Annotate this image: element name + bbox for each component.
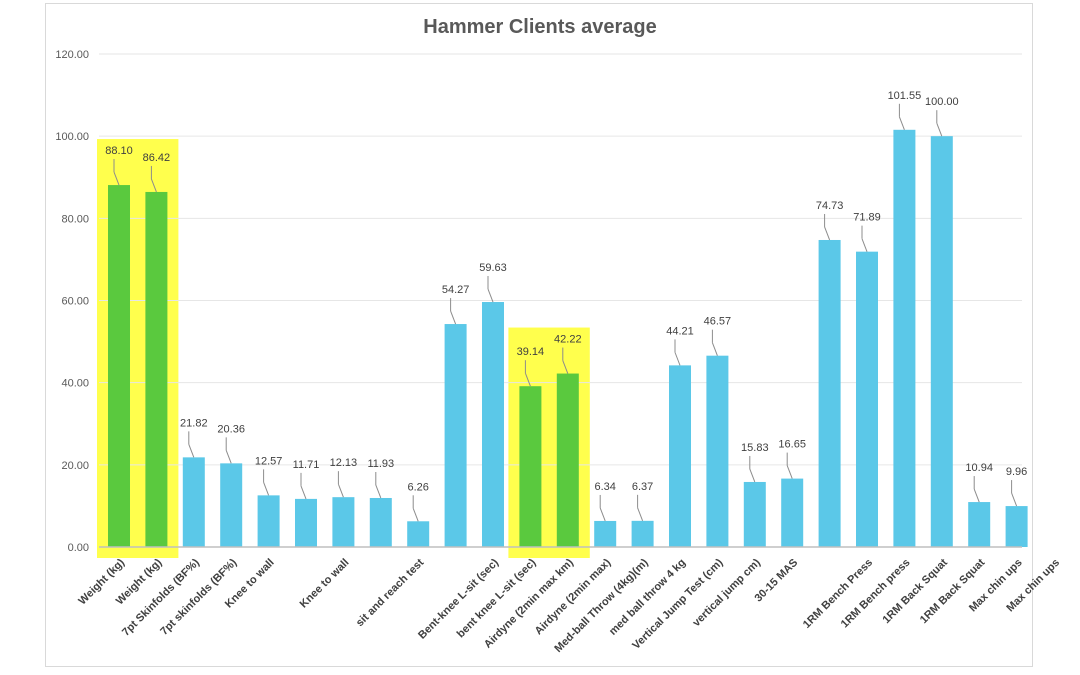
bar [295, 498, 317, 547]
bar [145, 191, 168, 548]
label-leader [861, 238, 868, 252]
label-leader [711, 342, 718, 356]
bar [444, 324, 467, 547]
label-leader [188, 444, 195, 458]
data-label: 6.34 [594, 481, 615, 493]
label-leader [412, 508, 419, 522]
data-label: 71.89 [853, 212, 881, 224]
label-leader [487, 288, 494, 303]
label-leader [113, 171, 120, 186]
data-label: 11.93 [367, 458, 394, 470]
chart-title: Hammer Clients average [423, 16, 656, 38]
x-tick-label: vertical jump cm) [690, 556, 763, 629]
data-label: 39.14 [517, 346, 545, 358]
data-label: 74.73 [816, 200, 844, 212]
bar [669, 365, 691, 547]
y-tick-label: 80.00 [61, 213, 89, 225]
data-label-leaders [113, 103, 1018, 522]
bar [332, 497, 355, 547]
bar [482, 302, 504, 547]
data-label: 59.63 [479, 262, 507, 274]
label-leader [973, 488, 980, 503]
bar [856, 251, 878, 547]
bar [631, 520, 654, 547]
data-label: 86.42 [143, 152, 171, 164]
bar [743, 481, 766, 547]
bar [407, 521, 430, 547]
label-leader [936, 122, 943, 137]
bar [930, 136, 953, 547]
bar [369, 497, 392, 547]
y-tick-label: 40.00 [61, 378, 89, 390]
data-label: 88.10 [105, 145, 133, 157]
x-tick-label: 1RM Bench Press [801, 557, 875, 631]
label-leader [150, 178, 157, 193]
data-label: 10.94 [965, 462, 993, 474]
data-label: 16.65 [778, 439, 806, 451]
data-label: 12.57 [255, 455, 283, 467]
label-leader [637, 507, 644, 522]
data-label: 11.71 [293, 459, 320, 471]
data-label: 42.22 [554, 334, 582, 346]
x-tick-label: 1RM Bench press [839, 557, 913, 631]
bar [182, 457, 205, 547]
data-label: 9.96 [1006, 466, 1027, 478]
label-leader [337, 483, 344, 498]
data-label: 46.57 [704, 316, 732, 328]
data-label: 15.83 [741, 442, 769, 454]
bar [257, 495, 280, 547]
x-axis-ticks: Weight (kg)Weight (kg)7pt Skinfolds (BF%… [76, 556, 1062, 655]
x-tick-label: Knee to wall [298, 557, 352, 611]
bar [594, 520, 617, 547]
label-leader [786, 465, 793, 479]
data-label: 54.27 [442, 284, 470, 296]
label-leader [599, 507, 606, 522]
data-label: 44.21 [666, 325, 694, 337]
data-label: 20.36 [217, 423, 245, 435]
y-tick-label: 20.00 [61, 460, 89, 472]
data-label: 100.00 [925, 96, 959, 108]
bar [220, 463, 243, 547]
x-tick-label: 1RM Back Squat [880, 556, 950, 626]
bar [968, 502, 991, 547]
label-leader [1011, 492, 1018, 507]
y-tick-label: 100.00 [55, 131, 89, 143]
bar [556, 373, 579, 547]
label-leader [824, 226, 831, 241]
bar [781, 478, 804, 547]
label-leader [674, 352, 681, 366]
bar [706, 355, 729, 547]
label-leader [375, 484, 382, 499]
y-tick-label: 0.00 [68, 542, 89, 554]
bar [818, 239, 841, 547]
bars [108, 129, 1028, 548]
x-tick-label: sit and reach test [354, 556, 427, 629]
bar [1005, 506, 1028, 547]
label-leader [225, 450, 232, 464]
data-label: 6.37 [632, 481, 653, 493]
y-tick-label: 120.00 [55, 49, 89, 61]
data-label: 12.13 [330, 457, 358, 469]
label-leader [562, 360, 569, 374]
y-tick-label: 60.00 [61, 296, 89, 308]
y-axis-ticks: 0.00 20.00 40.00 60.00 80.00 100.00 120.00 [55, 49, 89, 554]
data-label: 101.55 [888, 90, 922, 102]
bar [893, 129, 916, 547]
label-leader [300, 485, 307, 500]
x-tick-label: 1RM Back Squat [918, 556, 988, 626]
bar [519, 386, 542, 547]
data-labels: 88.10 86.42 21.82 20.36 12.57 11.71 12.13 11.93… [105, 90, 1027, 493]
label-leader [450, 310, 457, 325]
label-leader [898, 116, 905, 130]
label-leader [263, 482, 270, 496]
bar [108, 185, 130, 547]
label-leader [749, 468, 756, 483]
label-leader [524, 373, 531, 387]
data-label: 21.82 [180, 417, 208, 429]
data-label: 6.26 [407, 481, 428, 493]
